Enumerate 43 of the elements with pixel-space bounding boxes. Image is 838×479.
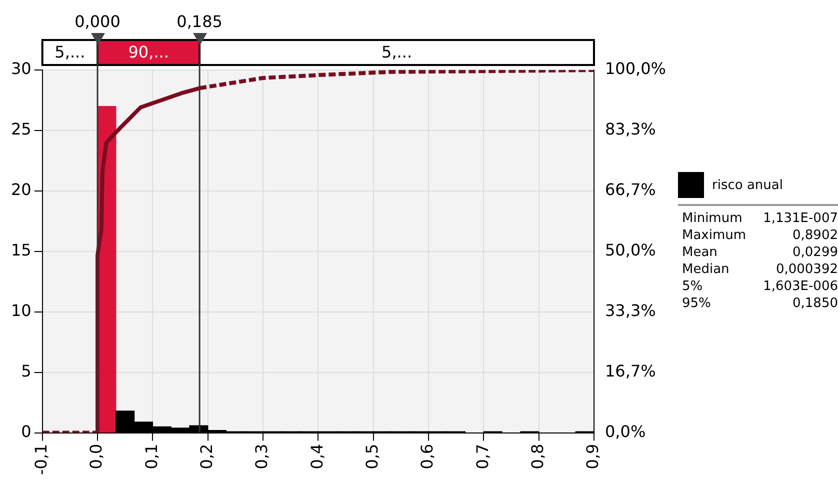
text: 1,131E-007 — [762, 210, 838, 227]
text: 1,603E-006 — [762, 278, 838, 295]
y-tick-label: 0 — [21, 422, 32, 441]
y-tick-label: 30 — [11, 59, 32, 78]
y-tick-label: 5 — [21, 361, 32, 380]
y-tick-label: 20 — [11, 180, 32, 200]
text: 0,1850 — [792, 295, 838, 312]
y2-tick-label: 83,3% — [604, 120, 656, 139]
x-tick-label: -0,1 — [32, 444, 51, 475]
y-tick-label: 25 — [11, 120, 32, 139]
text: 0,000392 — [774, 261, 838, 278]
x-tick-label: 0,1 — [142, 444, 161, 470]
text: Median — [681, 261, 730, 278]
text: 5,... — [54, 42, 86, 62]
x-tick-label: 0,0 — [86, 444, 106, 470]
text: 5,... — [382, 42, 412, 62]
y2-tick-label: 0,0% — [604, 422, 646, 441]
y2-tick-label: 50,0% — [604, 240, 656, 260]
x-tick-label: 0,8 — [528, 444, 547, 470]
y-tick-label: 15 — [11, 240, 32, 260]
y2-tick-label: 100,0% — [604, 59, 666, 78]
legend-label: risco anual — [712, 178, 783, 192]
x-tick-label: 0,6 — [418, 444, 437, 470]
x-tick-label: 0,5 — [362, 444, 382, 470]
text: Minimum — [681, 210, 744, 227]
x-tick-label: 0,2 — [197, 444, 216, 470]
text: 90,... — [128, 42, 169, 62]
text: Maximum — [681, 227, 748, 244]
y2-tick-label: 66,7% — [604, 180, 656, 199]
text: 5% — [681, 278, 704, 295]
ref-line-label: 0,000 — [74, 12, 120, 32]
x-tick-label: 0,4 — [307, 444, 326, 470]
y-tick-label: 10 — [11, 301, 32, 320]
x-tick-label: 0,3 — [252, 444, 272, 470]
x-tick-label: 0,9 — [583, 444, 602, 470]
text: 0,0299 — [792, 244, 838, 261]
x-tick-label: 0,7 — [472, 444, 492, 470]
y2-tick-label: 33,3% — [604, 301, 656, 320]
text: Mean — [681, 244, 718, 261]
y2-tick-label: 16,7% — [604, 361, 656, 380]
ref-line-label: 0,185 — [176, 12, 222, 32]
text: 95% — [681, 295, 712, 312]
text: 0,8902 — [792, 227, 838, 244]
